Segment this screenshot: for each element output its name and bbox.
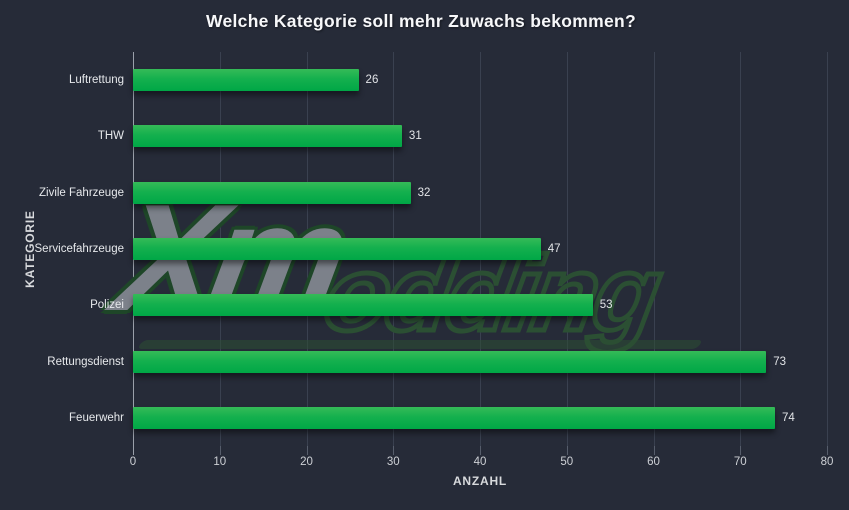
bar-row: Zivile Fahrzeuge 32 bbox=[39, 165, 827, 221]
bar-row: THW 31 bbox=[98, 108, 827, 164]
vertical-gridline bbox=[740, 52, 742, 446]
plot-area: Luftrettung 26 THW 31 Zivile Fahrzeuge 32 Serv… bbox=[35, 52, 828, 446]
x-axis-ticks bbox=[133, 446, 828, 455]
value-label: 32 bbox=[417, 186, 431, 199]
bar bbox=[133, 69, 359, 92]
x-axis-tick-mark bbox=[740, 446, 742, 455]
bar-row: Servicefahrzeuge 47 bbox=[35, 221, 827, 277]
category-label: THW bbox=[97, 130, 124, 143]
bar-row: Feuerwehr 74 bbox=[69, 390, 827, 446]
x-axis-tick-mark bbox=[480, 446, 481, 455]
value-label: 26 bbox=[365, 74, 379, 87]
bar-row: Polizei 53 bbox=[90, 277, 827, 333]
x-axis-tick-mark bbox=[133, 446, 134, 455]
value-label: 53 bbox=[599, 299, 613, 312]
x-axis-tick-mark bbox=[393, 446, 395, 455]
x-axis-tick-label: 80 bbox=[820, 456, 834, 468]
x-axis-tick-label: 20 bbox=[300, 456, 313, 468]
bar bbox=[133, 125, 402, 148]
value-label: 31 bbox=[408, 130, 422, 143]
x-axis-tick-labels: 0 10 20 30 40 50 60 70 80 bbox=[129, 456, 834, 470]
bar bbox=[133, 406, 775, 429]
x-axis-tick-label: 0 bbox=[129, 456, 137, 468]
vertical-gridline bbox=[566, 52, 568, 446]
x-axis-tick-mark bbox=[653, 446, 655, 455]
category-label: Rettungsdienst bbox=[47, 355, 124, 368]
category-label: Zivile Fahrzeuge bbox=[38, 186, 124, 199]
x-axis-tick-mark bbox=[306, 446, 308, 455]
category-label: Servicefahrzeuge bbox=[34, 242, 125, 255]
bar bbox=[133, 294, 593, 317]
category-label: Feuerwehr bbox=[69, 411, 124, 424]
vertical-gridline bbox=[653, 52, 655, 446]
bar bbox=[133, 181, 411, 204]
x-axis-tick-label: 30 bbox=[386, 456, 400, 468]
x-axis-tick-label: 40 bbox=[473, 456, 487, 468]
x-axis-tick-label: 50 bbox=[560, 456, 574, 468]
x-axis-tick-label: 70 bbox=[733, 456, 747, 468]
bar-row: Luftrettung 26 bbox=[69, 52, 827, 108]
chart-title: Welche Kategorie soll mehr Zuwachs bekom… bbox=[205, 11, 637, 31]
value-label: 73 bbox=[773, 355, 787, 368]
x-axis-tick-mark bbox=[219, 446, 221, 455]
bar bbox=[133, 350, 767, 373]
bar bbox=[133, 237, 541, 260]
x-axis-tick-mark bbox=[827, 446, 828, 455]
x-axis-title: ANZAHL bbox=[452, 474, 508, 488]
category-label: Polizei bbox=[90, 299, 124, 312]
bar-row: Rettungsdienst 73 bbox=[47, 333, 827, 389]
vertical-gridline bbox=[827, 52, 828, 446]
x-axis-tick-label: 60 bbox=[647, 456, 660, 468]
value-label: 74 bbox=[781, 411, 795, 424]
x-axis-tick-mark bbox=[566, 446, 568, 455]
category-label: Luftrettung bbox=[69, 74, 124, 87]
x-axis-tick-label: 10 bbox=[213, 456, 227, 468]
value-label: 47 bbox=[547, 242, 561, 255]
bar-rows-container: Luftrettung 26 THW 31 Zivile Fahrzeuge 32 Serv… bbox=[35, 52, 827, 446]
